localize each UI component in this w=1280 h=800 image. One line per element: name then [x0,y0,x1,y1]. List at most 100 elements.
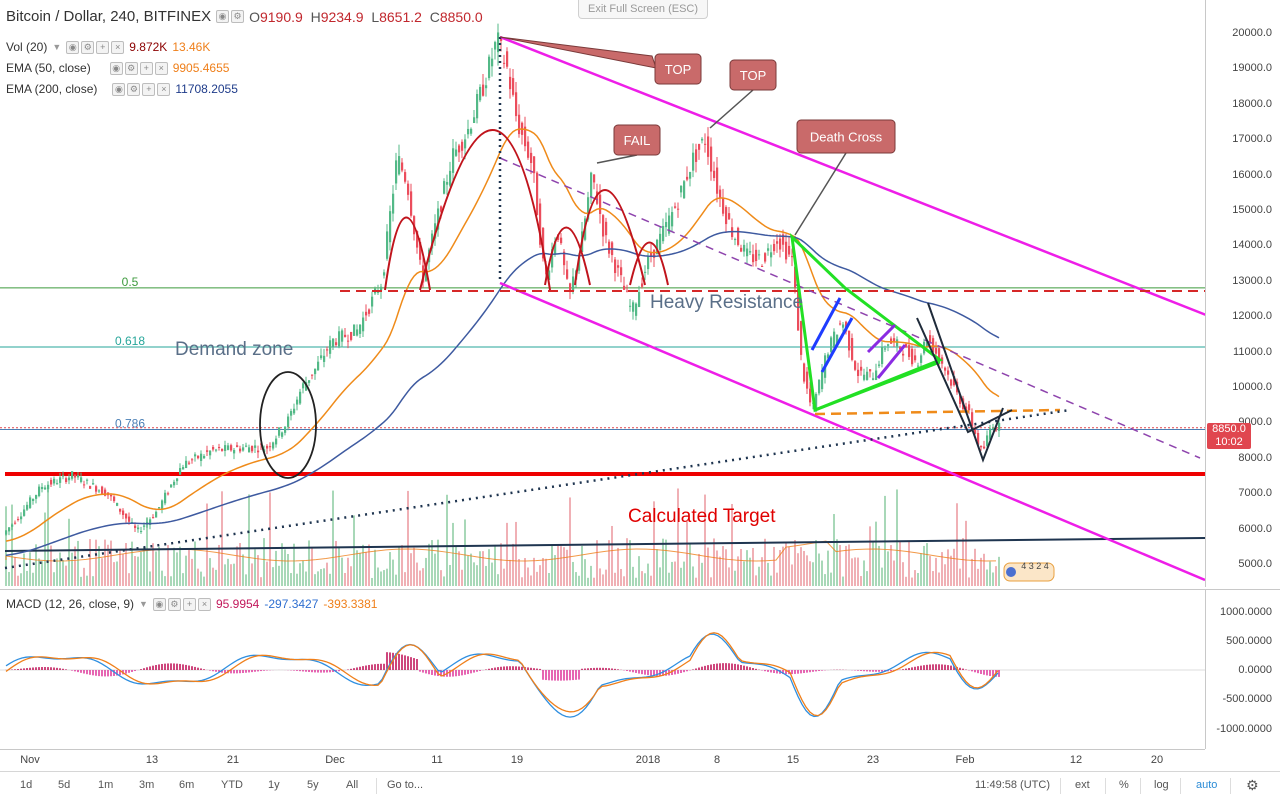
settings-icon[interactable]: ⚙ [124,61,138,75]
volume-bar [209,558,211,586]
macd-histogram-bar [932,664,934,670]
price-chart[interactable]: 0.5 0.618 0.786 TOP TOP FAIL Death Cross Demand… [0,0,1263,587]
ema50-value: 9905.4655 [172,61,230,75]
add-icon[interactable]: + [96,40,110,54]
macd-histogram-bar [866,670,868,672]
macd-axis[interactable]: 1000.0000 500.0000 0.0000 -500.0000 -1000.00… [1205,589,1280,749]
macd-histogram-bar [764,670,766,672]
range-1d-button[interactable]: 1d [20,779,33,791]
add-icon[interactable]: + [182,597,196,611]
candle-body [188,462,191,464]
range-1m-button[interactable]: 1m [98,779,114,791]
utc-clock[interactable]: 11:49:58 (UTC) [975,779,1050,791]
macd-chart[interactable] [0,590,1205,750]
macd-histogram-bar [80,670,82,673]
extended-hours-toggle[interactable]: ext [1075,779,1090,791]
volume-bar [356,550,358,586]
range-3m-button[interactable]: 3m [139,779,155,791]
close-icon[interactable]: × [154,61,168,75]
macd-histogram-bar [473,670,475,673]
macd-histogram-bar [299,670,301,672]
fib-level-label: 0.786 [115,416,145,430]
volume-bar [680,567,682,586]
fail-callout-text: FAIL [624,133,651,148]
chevron-down-icon[interactable]: ▼ [139,599,148,609]
price-axis-tick: 14000.0 [1232,239,1272,252]
range-6m-button[interactable]: 6m [179,779,195,791]
exit-full-screen-button[interactable]: Exit Full Screen (ESC) [578,0,708,19]
volume-bar [329,573,331,586]
volume-bar [170,576,172,586]
volume-legend[interactable]: Vol (20) ▼ ◉ ⚙ + × 9.872K 13.46K [6,40,210,54]
macd-histogram-bar [77,670,79,673]
volume-bar [914,570,916,586]
add-icon[interactable]: + [142,82,156,96]
auto-scale-toggle[interactable]: auto [1196,779,1218,791]
settings-icon[interactable]: ⚙ [81,40,95,54]
macd-histogram-bar [941,664,943,670]
percent-scale-toggle[interactable]: % [1119,779,1129,791]
log-scale-toggle[interactable]: log [1154,779,1169,791]
macd-line [5,633,999,718]
volume-bar [701,562,703,586]
price-axis-tick: 7000.0 [1238,487,1272,500]
macd-histogram-bar [578,670,580,680]
volume-bar [104,539,106,586]
price-axis-tick: 12000.0 [1232,310,1272,323]
add-icon[interactable]: + [139,61,153,75]
gear-icon[interactable]: ⚙ [1246,777,1259,793]
macd-histogram-bar [371,664,373,670]
chevron-down-icon[interactable]: ▼ [52,42,62,52]
close-icon[interactable]: × [197,597,211,611]
time-axis-tick: 15 [786,754,800,766]
volume-bar [179,546,181,586]
candle-body [596,191,599,204]
range-1y-button[interactable]: 1y [268,779,280,791]
time-axis[interactable]: Nov 13 21 Dec 11 19 2018 8 15 23 Feb 12 20 [0,749,1205,771]
macd-legend[interactable]: MACD (12, 26, close, 9) ▼ ◉ ⚙ + × 95.995… [6,597,377,611]
macd-pane[interactable]: MACD (12, 26, close, 9) ▼ ◉ ⚙ + × 95.995… [0,589,1205,749]
ema50-legend[interactable]: EMA (50, close) ◉ ⚙ + × 9905.4655 [6,61,229,75]
macd-histogram-bar [98,670,100,677]
main-chart-pane[interactable]: 0.5 0.618 0.786 TOP TOP FAIL Death Cross Demand… [0,0,1263,587]
macd-histogram-bar [176,663,178,670]
eye-icon[interactable]: ◉ [216,10,230,23]
volume-bar [575,572,577,586]
close-icon[interactable]: × [157,82,171,96]
eye-icon[interactable]: ◉ [66,40,80,54]
close-icon[interactable]: × [111,40,125,54]
eye-icon[interactable]: ◉ [152,597,166,611]
macd-histogram-bar [908,667,910,670]
macd-histogram-bar [485,669,487,670]
ema200-legend[interactable]: EMA (200, close) ◉ ⚙ + × 11708.2055 [6,82,238,96]
volume-bar [944,564,946,586]
volume-bar [236,546,238,586]
go-to-date-button[interactable]: Go to... [387,779,424,791]
volume-bar [620,568,622,586]
high-label: H [310,8,321,25]
price-axis-tick: 19000.0 [1232,62,1272,75]
eye-icon[interactable]: ◉ [112,82,126,96]
settings-icon[interactable]: ⚙ [167,597,181,611]
macd-histogram-bar [635,670,637,673]
macd-histogram-bar [104,670,106,677]
settings-icon[interactable]: ⚙ [231,10,245,23]
range-5y-button[interactable]: 5y [307,779,319,791]
macd-histogram-bar [935,664,937,670]
volume-bar [413,547,415,586]
macd-histogram-bar [59,668,61,670]
eye-icon[interactable]: ◉ [109,61,123,75]
events-badge [1003,562,1055,582]
candle-body [305,382,308,391]
price-axis[interactable]: 20000.0 19000.0 18000.0 17000.0 16000.0 15000… [1205,0,1280,587]
macd-histogram-bar [725,663,727,670]
volume-bar [248,494,250,586]
range-all-button[interactable]: All [346,779,359,791]
candle-body [464,139,467,149]
macd-line-value: -297.3427 [264,597,319,611]
candle-body [737,227,740,245]
settings-icon[interactable]: ⚙ [127,82,141,96]
range-5d-button[interactable]: 5d [58,779,71,791]
range-ytd-button[interactable]: YTD [221,779,243,791]
volume-bar [29,552,31,586]
